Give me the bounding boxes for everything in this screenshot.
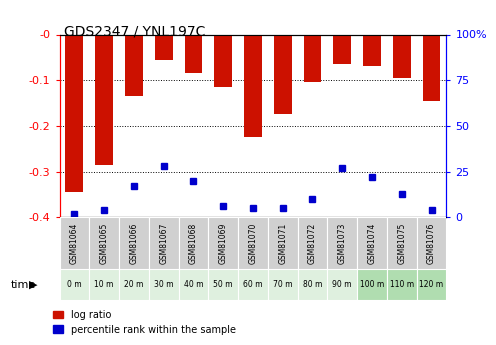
Bar [244, 34, 262, 137]
Bar [119, 269, 149, 300]
Bar [387, 269, 417, 300]
Text: 20 m: 20 m [124, 280, 144, 289]
Bar [149, 217, 179, 269]
Text: 0 m: 0 m [67, 280, 82, 289]
Text: GDS2347 / YNL197C: GDS2347 / YNL197C [64, 24, 206, 38]
Text: GSM81064: GSM81064 [70, 223, 79, 264]
Text: 30 m: 30 m [154, 280, 174, 289]
Text: GSM81073: GSM81073 [338, 223, 347, 264]
Bar [327, 217, 357, 269]
Bar [357, 217, 387, 269]
Text: GSM81065: GSM81065 [100, 223, 109, 264]
Bar [304, 34, 321, 82]
Bar [363, 34, 381, 67]
Text: 50 m: 50 m [213, 280, 233, 289]
Bar [185, 34, 202, 73]
Bar [417, 217, 446, 269]
Text: time: time [11, 280, 36, 289]
Text: 90 m: 90 m [332, 280, 352, 289]
Text: 70 m: 70 m [273, 280, 293, 289]
Text: 110 m: 110 m [390, 280, 414, 289]
Bar [214, 34, 232, 87]
Bar [327, 269, 357, 300]
Text: 10 m: 10 m [94, 280, 114, 289]
Bar [387, 217, 417, 269]
Text: GSM81069: GSM81069 [219, 223, 228, 264]
Bar [274, 34, 292, 115]
Bar [268, 217, 298, 269]
Text: GSM81072: GSM81072 [308, 223, 317, 264]
Text: GSM81067: GSM81067 [159, 223, 168, 264]
Bar [95, 34, 113, 165]
Text: ▶: ▶ [29, 280, 37, 289]
Bar [208, 217, 238, 269]
Text: GSM81068: GSM81068 [189, 223, 198, 264]
Text: 80 m: 80 m [303, 280, 322, 289]
Bar [119, 217, 149, 269]
Bar [155, 34, 173, 60]
Text: GSM81070: GSM81070 [248, 223, 257, 264]
Text: 60 m: 60 m [243, 280, 263, 289]
Bar [268, 269, 298, 300]
Bar [417, 269, 446, 300]
Bar [238, 269, 268, 300]
Text: GSM81074: GSM81074 [368, 223, 376, 264]
Bar [60, 217, 89, 269]
Bar [298, 217, 327, 269]
Bar [125, 34, 143, 96]
Bar [238, 217, 268, 269]
Bar [333, 34, 351, 64]
Bar [393, 34, 411, 78]
Text: GSM81071: GSM81071 [278, 223, 287, 264]
Text: GSM81075: GSM81075 [397, 223, 406, 264]
Bar [179, 269, 208, 300]
Text: GSM81066: GSM81066 [129, 223, 138, 264]
Text: 100 m: 100 m [360, 280, 384, 289]
Bar [60, 269, 89, 300]
Text: GSM81076: GSM81076 [427, 223, 436, 264]
Bar [208, 269, 238, 300]
Bar [298, 269, 327, 300]
Bar [149, 269, 179, 300]
Bar [357, 269, 387, 300]
Text: 120 m: 120 m [420, 280, 443, 289]
Text: 40 m: 40 m [184, 280, 203, 289]
Bar [89, 217, 119, 269]
Legend: log ratio, percentile rank within the sample: log ratio, percentile rank within the sa… [50, 306, 240, 338]
Bar [423, 34, 440, 101]
Bar [179, 217, 208, 269]
Bar [65, 34, 83, 192]
Bar [89, 269, 119, 300]
